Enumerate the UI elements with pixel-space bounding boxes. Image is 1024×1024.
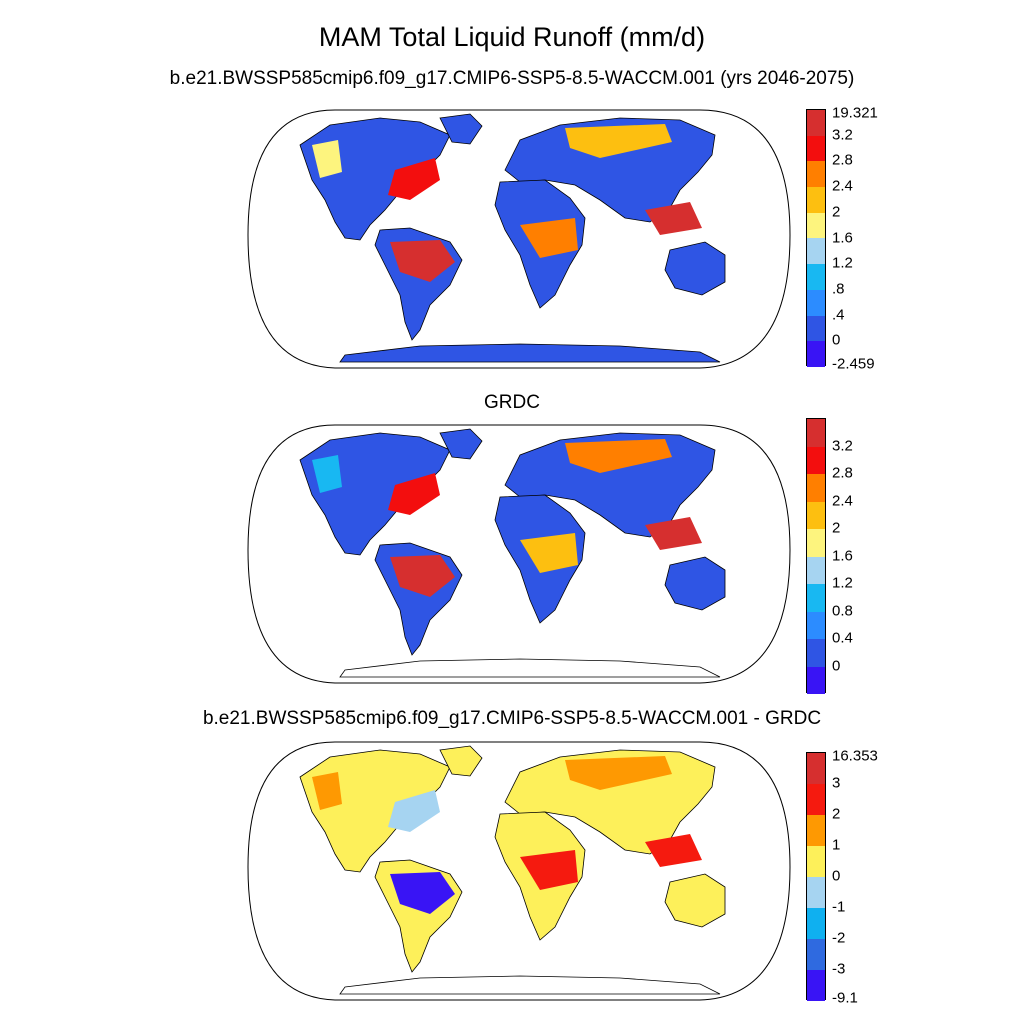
colorbar-swatch: [807, 611, 825, 639]
colorbar-label: 0: [832, 331, 841, 349]
colorbar-label: 3.2: [832, 437, 853, 454]
central-africa-region: [520, 850, 578, 890]
siberia-region: [565, 439, 672, 473]
colorbar-swatch: [807, 846, 825, 877]
colorbar-label: -2.459: [832, 355, 875, 373]
panel-2-colorbar: [806, 418, 826, 694]
southeast-asia-region: [645, 517, 702, 550]
colorbar-swatch: [807, 446, 825, 474]
colorbar-label: 3: [832, 774, 841, 792]
colorbar-swatch: [807, 238, 825, 265]
colorbar-swatch: [807, 315, 825, 342]
colorbar-label: 0.8: [832, 602, 853, 619]
colorbar-swatch: [807, 784, 825, 815]
colorbar-label: 2.8: [832, 464, 853, 482]
southeast-asia-region: [645, 202, 702, 235]
colorbar-label: 0: [832, 867, 841, 885]
colorbar-swatch: [807, 110, 825, 136]
colorbar-swatch: [807, 187, 825, 213]
eastern-north-america-region: [388, 473, 440, 515]
colorbar-swatch: [807, 289, 825, 316]
colorbar-label: 0.4: [832, 629, 853, 647]
amazon-region: [390, 872, 455, 914]
colorbar-label: .4: [832, 306, 845, 324]
antarctica-landmass: [339, 975, 721, 995]
greenland-landmass: [439, 113, 483, 145]
colorbar-label: 2.4: [832, 492, 853, 509]
colorbar-label: 3.2: [832, 126, 853, 144]
panel-2-subtitle: GRDC: [484, 392, 540, 413]
main-title: MAM Total Liquid Runoff (mm/d): [318, 22, 706, 52]
colorbar-swatch: [807, 584, 825, 612]
colorbar-label: 1.2: [832, 574, 853, 592]
colorbar-swatch: [807, 474, 825, 502]
eastern-north-america-region: [388, 790, 440, 832]
colorbar-swatch: [807, 753, 825, 784]
colorbar-swatch: [807, 264, 825, 290]
amazon-region: [390, 240, 455, 282]
colorbar-swatch: [807, 419, 825, 447]
southeast-asia-region: [645, 834, 702, 867]
panel-3-colorbar: [806, 752, 826, 1001]
panel-1-map: [247, 109, 791, 369]
antarctica-landmass: [339, 343, 721, 363]
colorbar-label: -9.1: [832, 989, 858, 1007]
western-canada-region: [312, 455, 342, 493]
colorbar-label: 1.2: [832, 254, 853, 272]
panel-1-colorbar: [806, 109, 826, 367]
panel-1-subtitle: b.e21.BWSSP585cmip6.f09_g17.CMIP6-SSP5-8…: [169, 68, 855, 89]
panel-3-subtitle: b.e21.BWSSP585cmip6.f09_g17.CMIP6-SSP5-8…: [202, 708, 822, 729]
australia-landmass: [664, 556, 726, 611]
antarctica-landmass: [339, 658, 721, 678]
siberia-region: [565, 124, 672, 158]
siberia-region: [565, 756, 672, 790]
colorbar-label: .8: [832, 280, 845, 298]
colorbar-swatch: [807, 815, 825, 846]
colorbar-label: 16.353: [832, 747, 878, 765]
colorbar-label: 2.8: [832, 151, 853, 169]
colorbar-label: 2: [832, 805, 841, 823]
colorbar-swatch: [807, 501, 825, 529]
colorbar-swatch: [807, 161, 825, 188]
colorbar-label: 19.321: [832, 104, 878, 122]
panel-3-map: [247, 741, 791, 1001]
colorbar-label: 1.6: [832, 229, 853, 246]
western-canada-region: [312, 772, 342, 810]
colorbar-swatch: [807, 341, 825, 367]
panel-2-map: [247, 424, 791, 684]
greenland-landmass: [439, 745, 483, 777]
colorbar-label: 2: [832, 519, 841, 537]
colorbar-swatch: [807, 529, 825, 557]
colorbar-label: -3: [832, 960, 846, 978]
colorbar-label: 1: [832, 836, 841, 854]
amazon-region: [390, 555, 455, 597]
greenland-landmass: [439, 428, 483, 460]
colorbar-swatch: [807, 212, 825, 239]
colorbar-swatch: [807, 639, 825, 667]
central-africa-region: [520, 533, 578, 573]
colorbar-swatch: [807, 666, 825, 694]
colorbar-label: -1: [832, 898, 846, 916]
colorbar-label: 0: [832, 657, 841, 674]
colorbar-label: -2: [832, 929, 846, 947]
central-africa-region: [520, 218, 578, 258]
western-canada-region: [312, 140, 342, 178]
colorbar-label: 2.4: [832, 177, 853, 195]
colorbar-swatch: [807, 877, 825, 908]
eastern-north-america-region: [388, 158, 440, 200]
colorbar-swatch: [807, 970, 825, 1001]
australia-landmass: [664, 873, 726, 928]
colorbar-swatch: [807, 556, 825, 584]
colorbar-label: 2: [832, 203, 841, 221]
australia-landmass: [664, 241, 726, 296]
colorbar-swatch: [807, 939, 825, 970]
colorbar-label: 1.6: [832, 547, 853, 564]
colorbar-swatch: [807, 908, 825, 939]
colorbar-swatch: [807, 135, 825, 162]
